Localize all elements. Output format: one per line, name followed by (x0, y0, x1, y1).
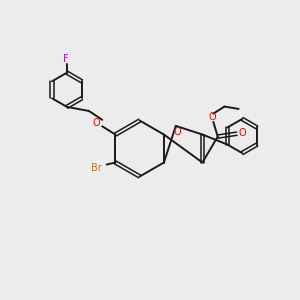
Text: Br: Br (91, 164, 102, 173)
Text: O: O (92, 118, 100, 128)
Text: O: O (208, 112, 216, 122)
Text: O: O (238, 128, 246, 138)
Text: F: F (64, 55, 69, 64)
Text: O: O (174, 128, 182, 137)
